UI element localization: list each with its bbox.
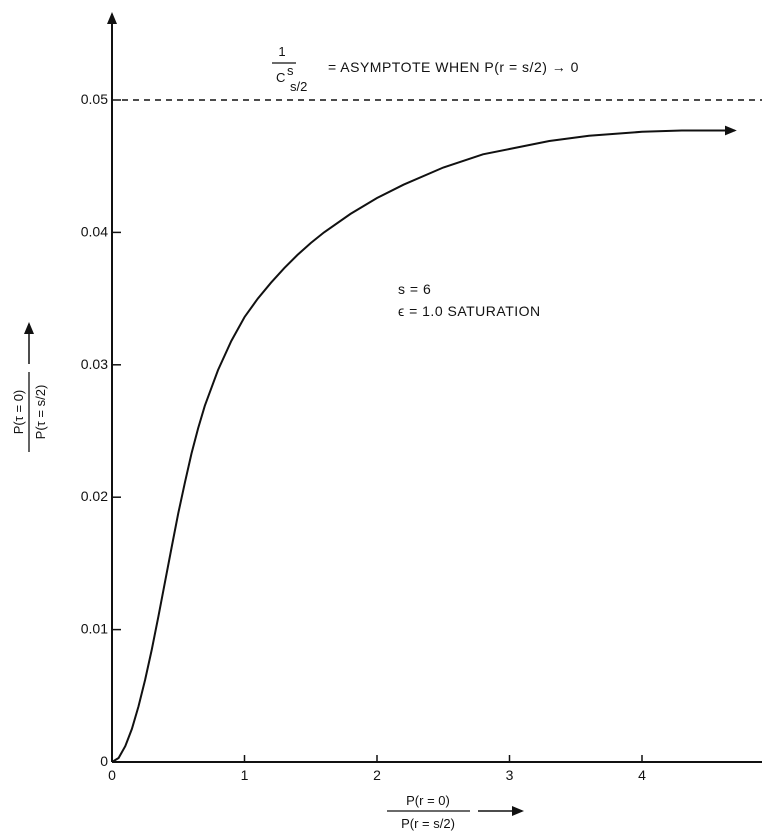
y-axis-label: P(τ = 0) P(τ = s/2) xyxy=(11,322,48,452)
annotation-saturation: ϵ = 1.0 SATURATION xyxy=(398,303,541,319)
asymptote-label-numerator: 1 xyxy=(278,44,285,59)
y-tick-label: 0 xyxy=(100,753,108,769)
x-tick-label: 3 xyxy=(506,767,514,783)
y-axis-label-numerator: P(τ = 0) xyxy=(11,390,26,435)
x-tick-label: 1 xyxy=(241,767,249,783)
y-tick-label: 0.05 xyxy=(81,91,108,107)
x-tick-label: 4 xyxy=(638,767,646,783)
asymptote-label-symbol: C xyxy=(276,70,285,85)
asymptote-label-superscript: s xyxy=(287,63,294,78)
asymptote-label-subscript: s/2 xyxy=(290,79,307,94)
asymptote-label-text: = ASYMPTOTE WHEN P(r = s/2) → 0 xyxy=(328,59,579,75)
series-line xyxy=(111,125,737,763)
y-tick-label: 0.04 xyxy=(81,223,108,239)
x-axis-label: P(r = 0) P(r = s/2) xyxy=(387,793,524,831)
annotation-s: s = 6 xyxy=(398,281,431,297)
y-tick-label: 0.03 xyxy=(81,356,108,372)
y-tick-label: 0.01 xyxy=(81,621,108,637)
x-axis-label-denominator: P(r = s/2) xyxy=(401,816,455,831)
y-tick-label: 0.02 xyxy=(81,488,108,504)
y-axis-label-denominator: P(τ = s/2) xyxy=(33,385,48,440)
asymptote-label: 1 C s s/2 = ASYMPTOTE WHEN P(r = s/2) → … xyxy=(272,44,579,94)
ticks-layer: 0 1 2 3 4 0 0.01 0.02 0.03 0.04 0.05 xyxy=(81,91,646,783)
x-tick-label: 0 xyxy=(108,767,116,783)
x-tick-label: 2 xyxy=(373,767,381,783)
x-axis-label-numerator: P(r = 0) xyxy=(406,793,450,808)
